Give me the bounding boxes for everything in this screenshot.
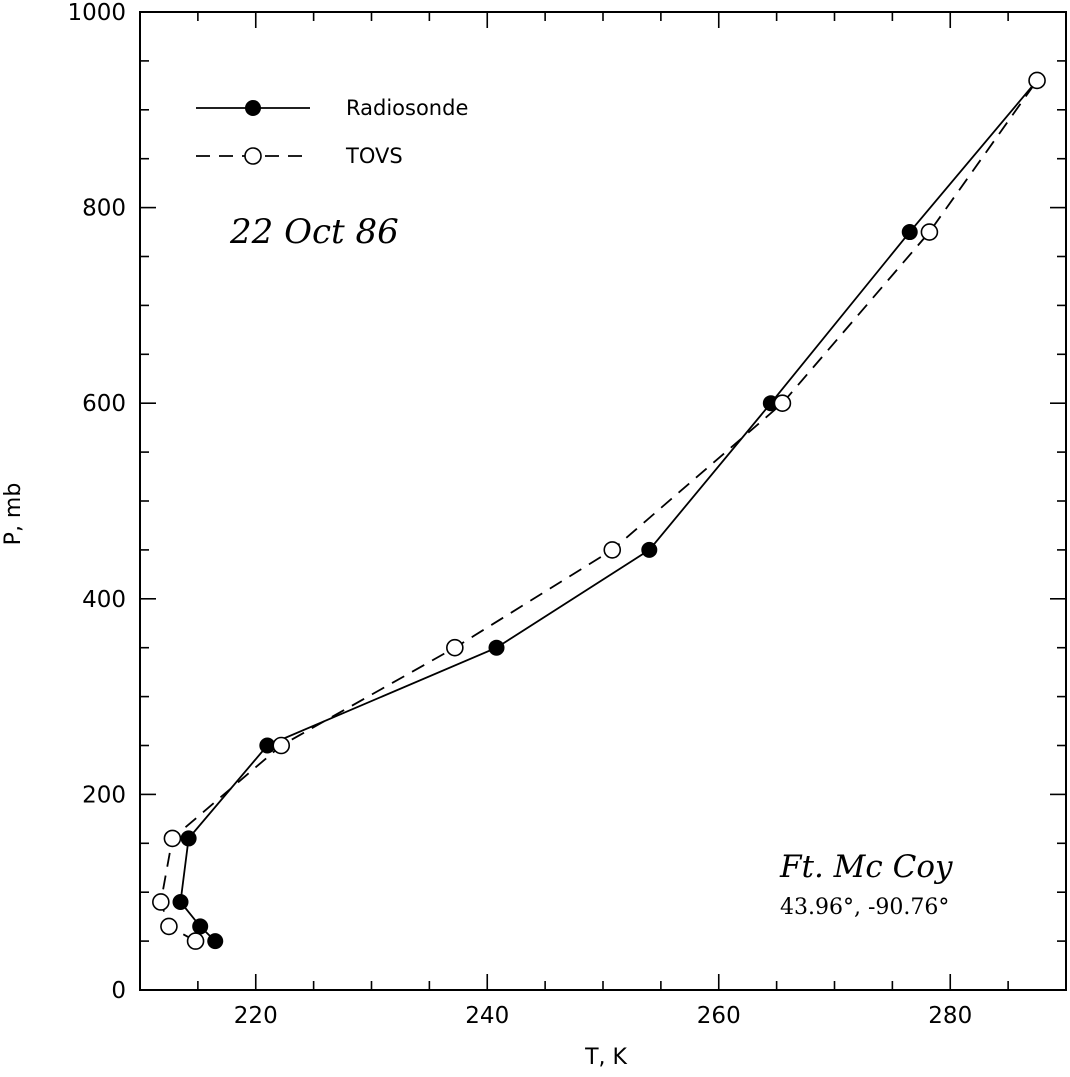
annotations: 22 Oct 86 Ft. Mc Coy 43.96°, -90.76° [229, 212, 953, 920]
data-point-radiosonde [488, 639, 505, 656]
legend-marker-radiosonde [245, 100, 261, 116]
x-axis-title: T, K [584, 1045, 627, 1070]
date-annotation: 22 Oct 86 [229, 212, 399, 252]
x-tick-label: 280 [928, 1003, 972, 1029]
data-point-tovs [160, 917, 178, 936]
data-point-tovs [920, 223, 939, 241]
series-layer [152, 71, 1046, 950]
data-point-radiosonde [172, 893, 189, 910]
y-tick-label: 600 [82, 391, 126, 417]
data-point-radiosonde [259, 737, 276, 754]
data-point-radiosonde [180, 830, 197, 847]
station-coordinates-annotation: 43.96°, -90.76° [780, 895, 949, 920]
axes-layer: 220 240 260 280 0 200 400 600 800 1000 [67, 0, 1067, 1029]
plot-frame [139, 11, 1067, 991]
data-point-radiosonde [192, 918, 209, 935]
x-tick-label: 240 [465, 1003, 509, 1029]
x-tick-label: 220 [234, 1003, 278, 1029]
data-point-tovs [152, 893, 170, 911]
y-tick-label: 0 [111, 978, 126, 1004]
y-tick-label: 200 [82, 782, 126, 808]
series-radiosonde [172, 72, 1046, 950]
series-line-radiosonde [179, 79, 1038, 942]
station-name-annotation: Ft. Mc Coy [779, 849, 953, 885]
data-point-tovs [773, 394, 792, 413]
legend-label-radiosonde: Radiosonde [346, 96, 468, 120]
data-point-tovs [163, 829, 182, 848]
y-axis-title: P, mb [1, 483, 26, 546]
data-point-tovs [1028, 71, 1046, 90]
data-point-radiosonde [901, 224, 918, 241]
legend: Radiosonde TOVS [196, 96, 468, 168]
data-point-radiosonde [641, 541, 658, 558]
y-tick-label: 400 [82, 587, 126, 613]
series-line-tovs [159, 79, 1038, 942]
data-point-tovs [272, 736, 291, 755]
x-tick-label: 260 [697, 1003, 741, 1029]
y-tick-label: 1000 [67, 0, 126, 26]
data-point-radiosonde [207, 933, 224, 950]
series-tovs [152, 71, 1046, 950]
legend-marker-tovs [244, 147, 262, 165]
data-point-tovs [603, 541, 622, 559]
data-point-tovs [186, 932, 205, 950]
data-point-tovs [446, 638, 464, 657]
y-tick-label: 800 [82, 196, 126, 222]
legend-label-tovs: TOVS [345, 144, 403, 168]
